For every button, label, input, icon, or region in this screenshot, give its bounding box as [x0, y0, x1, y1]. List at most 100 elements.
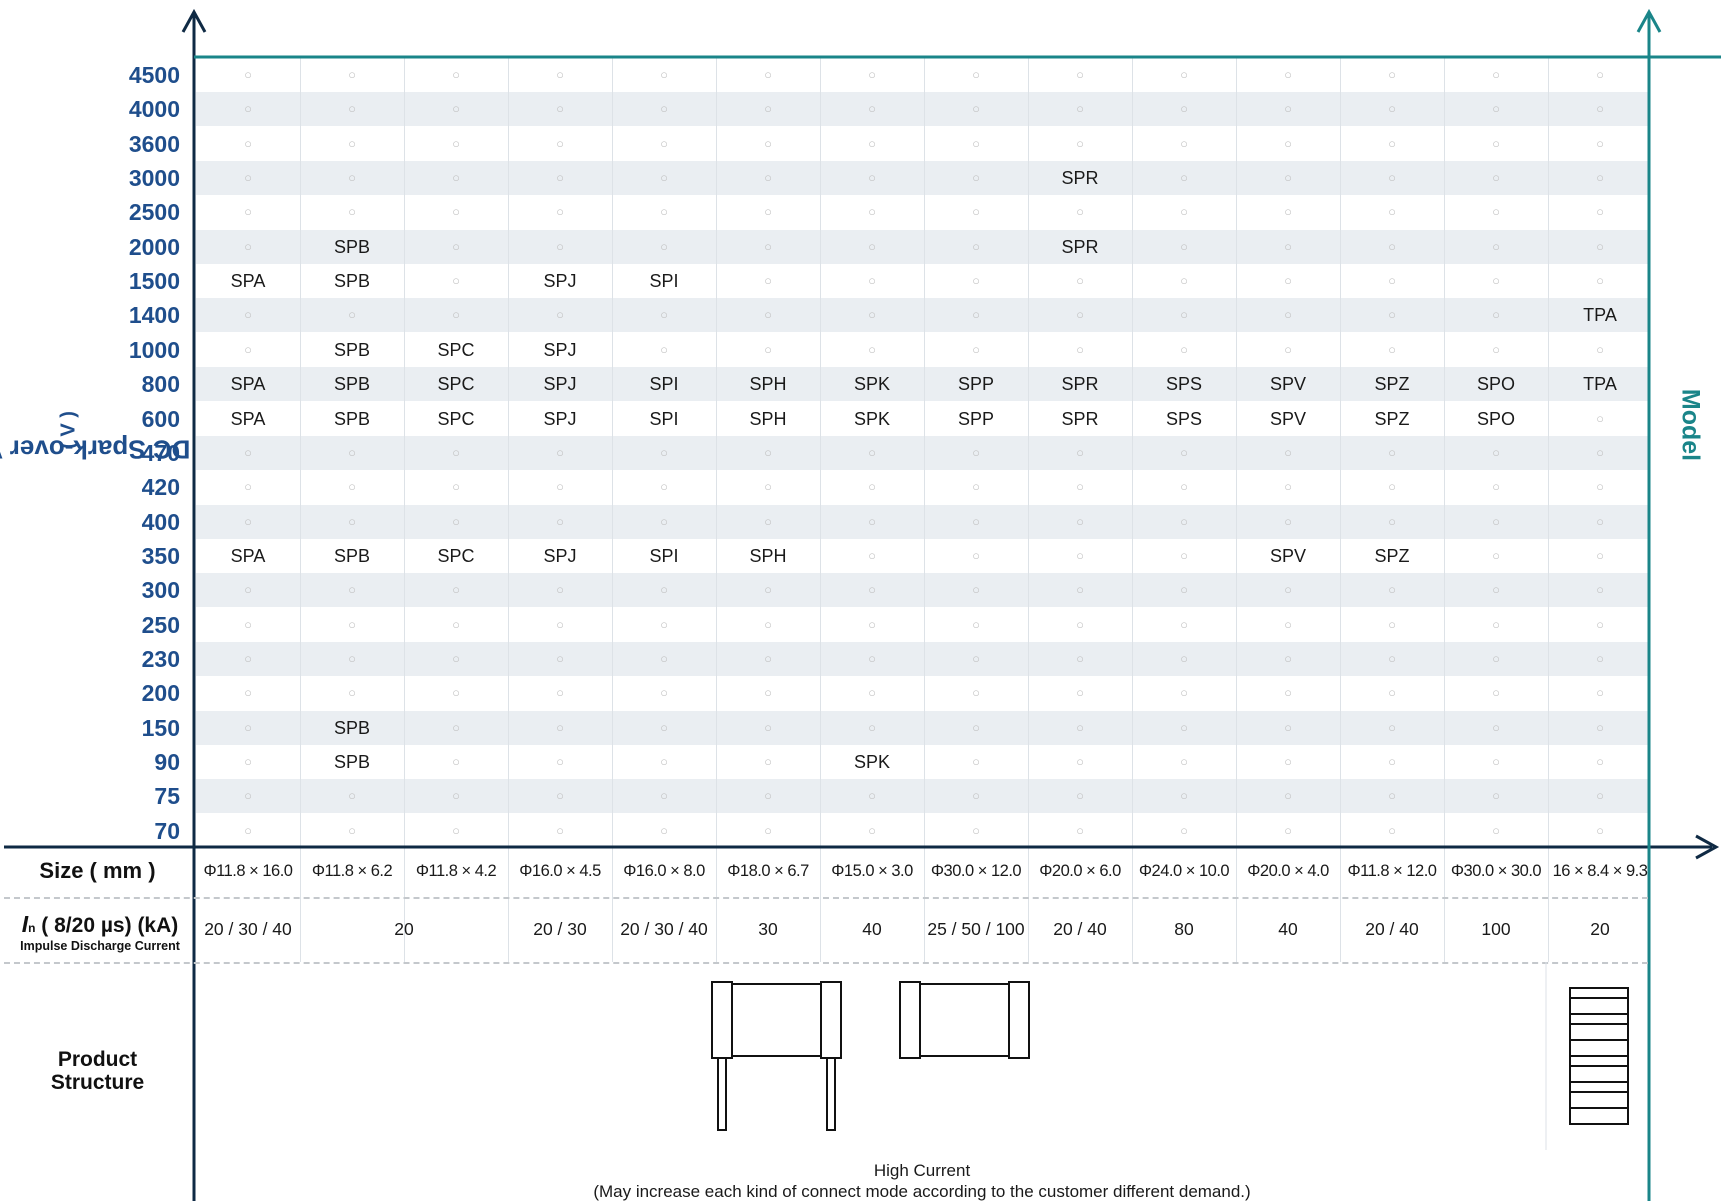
empty-cell: ○: [868, 685, 876, 701]
empty-cell: ○: [556, 444, 564, 460]
empty-cell: ○: [1076, 788, 1084, 804]
model-cell: SPC: [437, 545, 475, 566]
empty-cell: ○: [1596, 238, 1604, 254]
empty-cell: ○: [452, 273, 460, 289]
empty-cell: ○: [868, 238, 876, 254]
voltage-tick-label: 70: [154, 817, 180, 844]
current-cell: 40: [1278, 919, 1298, 939]
empty-cell: ○: [348, 822, 356, 838]
empty-cell: ○: [452, 719, 460, 735]
size-cell: Φ16.0 × 4.5: [519, 862, 601, 880]
model-cell: SPH: [749, 408, 787, 429]
empty-cell: ○: [348, 204, 356, 220]
empty-cell: ○: [1076, 101, 1084, 117]
empty-cell: ○: [660, 513, 668, 529]
empty-cell: ○: [764, 650, 772, 666]
model-cell: SPO: [1476, 408, 1515, 429]
empty-cell: ○: [556, 650, 564, 666]
model-cell: SPB: [333, 717, 371, 738]
current-row-label: In ( 8/20 µs) (kA) Impulse Discharge Cur…: [20, 911, 180, 954]
empty-cell: ○: [1076, 547, 1084, 563]
empty-cell: ○: [1076, 67, 1084, 82]
empty-cell: ○: [1388, 650, 1396, 666]
current-cell: 20 / 40: [1365, 919, 1419, 939]
model-cell: SPA: [230, 545, 266, 566]
empty-cell: ○: [244, 650, 252, 666]
empty-cell: ○: [1492, 616, 1500, 632]
empty-cell: ○: [1492, 650, 1500, 666]
model-cell: SPI: [649, 408, 679, 429]
empty-cell: ○: [868, 101, 876, 117]
current-cell: 20: [1590, 919, 1610, 939]
size-cell: Φ30.0 × 30.0: [1450, 862, 1542, 880]
current-cell: 20 / 30 / 40: [204, 919, 292, 939]
empty-cell: ○: [764, 170, 772, 186]
empty-cell: ○: [452, 204, 460, 220]
empty-cell: ○: [764, 204, 772, 220]
model-cell: SPZ: [1374, 408, 1410, 429]
empty-cell: ○: [1596, 650, 1604, 666]
current-cell: 40: [862, 919, 882, 939]
model-cell: SPJ: [543, 545, 577, 566]
empty-cell: ○: [556, 788, 564, 804]
empty-cell: ○: [868, 307, 876, 323]
model-cell: SPI: [649, 271, 679, 292]
empty-cell: ○: [660, 616, 668, 632]
empty-cell: ○: [348, 685, 356, 701]
empty-cell: ○: [972, 101, 980, 117]
empty-cell: ○: [452, 307, 460, 323]
empty-cell: ○: [1284, 479, 1292, 495]
empty-cell: ○: [1180, 822, 1188, 838]
size-cell: Φ11.8 × 4.2: [415, 862, 497, 880]
row-band: [196, 229, 1648, 264]
empty-cell: ○: [660, 479, 668, 495]
empty-cell: ○: [452, 685, 460, 701]
size-cell: Φ16.0 × 8.0: [623, 862, 705, 880]
empty-cell: ○: [868, 513, 876, 529]
empty-cell: ○: [660, 101, 668, 117]
current-cell: 20 / 30 / 40: [620, 919, 708, 939]
empty-cell: ○: [452, 101, 460, 117]
empty-cell: ○: [660, 822, 668, 838]
empty-cell: ○: [868, 444, 876, 460]
empty-cell: ○: [1596, 410, 1604, 426]
empty-cell: ○: [1492, 479, 1500, 495]
y-axis-left-arrow: [181, 8, 207, 33]
empty-cell: ○: [660, 685, 668, 701]
empty-cell: ○: [556, 616, 564, 632]
column-separator: [1132, 58, 1133, 962]
model-cell: SPR: [1061, 408, 1099, 429]
empty-cell: ○: [244, 754, 252, 769]
empty-cell: ○: [244, 719, 252, 735]
empty-cell: ○: [1388, 685, 1396, 701]
empty-cell: ○: [972, 204, 980, 220]
empty-cell: ○: [972, 719, 980, 735]
model-cell: SPK: [853, 408, 891, 429]
empty-cell: ○: [1388, 822, 1396, 838]
empty-cell: ○: [1284, 513, 1292, 529]
empty-cell: ○: [764, 719, 772, 735]
model-cell: SPO: [1476, 374, 1515, 395]
empty-cell: ○: [972, 341, 980, 357]
empty-cell: ○: [1284, 101, 1292, 117]
empty-cell: ○: [868, 135, 876, 151]
column-separator: [716, 58, 717, 962]
empty-cell: ○: [348, 67, 356, 82]
empty-cell: ○: [764, 238, 772, 254]
empty-cell: ○: [764, 582, 772, 598]
empty-cell: ○: [556, 204, 564, 220]
empty-cell: ○: [1492, 101, 1500, 117]
current-cell: 20 / 40: [1053, 919, 1107, 939]
empty-cell: ○: [1492, 67, 1500, 82]
empty-cell: ○: [1076, 822, 1084, 838]
empty-cell: ○: [1596, 170, 1604, 186]
empty-cell: ○: [244, 788, 252, 804]
model-cell: TPA: [1583, 305, 1617, 326]
empty-cell: ○: [1388, 616, 1396, 632]
empty-cell: ○: [1076, 685, 1084, 701]
model-cell: SPV: [1269, 408, 1307, 429]
size-cell: Φ24.0 × 10.0: [1138, 862, 1230, 880]
empty-cell: ○: [660, 444, 668, 460]
empty-cell: ○: [660, 582, 668, 598]
empty-cell: ○: [1388, 101, 1396, 117]
